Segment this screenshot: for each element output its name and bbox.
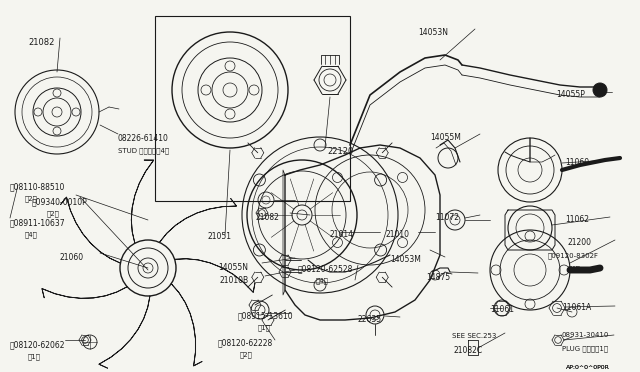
Text: （2）: （2） xyxy=(240,351,253,357)
Polygon shape xyxy=(131,160,154,243)
Text: 14053N: 14053N xyxy=(418,28,448,37)
Text: 21010: 21010 xyxy=(385,230,409,239)
Text: 11061: 11061 xyxy=(490,305,514,314)
Text: 21200: 21200 xyxy=(567,238,591,247)
Polygon shape xyxy=(61,197,120,263)
Text: 21082: 21082 xyxy=(28,38,54,47)
Text: （2）: （2） xyxy=(47,210,60,217)
Text: 21051: 21051 xyxy=(207,232,231,241)
Text: 08931-30410: 08931-30410 xyxy=(562,332,609,338)
Text: 11072: 11072 xyxy=(435,213,459,222)
Text: 22635: 22635 xyxy=(358,315,382,324)
Text: STUD スタッド（4）: STUD スタッド（4） xyxy=(118,147,169,154)
Text: 14875: 14875 xyxy=(426,273,450,282)
Text: 21082: 21082 xyxy=(255,213,279,222)
Text: 14053M: 14053M xyxy=(390,255,421,264)
Text: ⒲09120-8302F: ⒲09120-8302F xyxy=(548,252,599,259)
Polygon shape xyxy=(159,199,236,243)
Text: （1）: （1） xyxy=(28,353,41,360)
Text: ⒲08120-62228: ⒲08120-62228 xyxy=(218,338,273,347)
Text: 21082C: 21082C xyxy=(454,346,483,355)
Text: 22120: 22120 xyxy=(327,147,353,156)
Text: 14055M: 14055M xyxy=(430,133,461,142)
Text: PLUG プラグ（1）: PLUG プラグ（1） xyxy=(562,345,608,352)
Text: 21014: 21014 xyxy=(330,230,354,239)
Text: 11061A: 11061A xyxy=(562,303,591,312)
Text: Ⓠ08915-13610: Ⓠ08915-13610 xyxy=(238,311,294,320)
Text: Ⓥ09340-0010P: Ⓥ09340-0010P xyxy=(32,197,88,206)
Text: 11060: 11060 xyxy=(565,158,589,167)
Bar xyxy=(155,16,350,201)
Text: AP:0^0^0P0R: AP:0^0^0P0R xyxy=(566,365,610,370)
Text: （2）: （2） xyxy=(25,195,38,202)
Text: 11062: 11062 xyxy=(565,215,589,224)
Text: （1）: （1） xyxy=(258,324,271,331)
Text: ⓝ08911-10637: ⓝ08911-10637 xyxy=(10,218,66,227)
Text: （4）: （4） xyxy=(316,277,329,283)
Polygon shape xyxy=(172,284,202,366)
Circle shape xyxy=(593,83,607,97)
Text: AP:0^0^0P0R: AP:0^0^0P0R xyxy=(566,365,610,370)
Text: 14055N: 14055N xyxy=(218,263,248,272)
Polygon shape xyxy=(175,259,255,292)
Text: SEE SEC.253: SEE SEC.253 xyxy=(452,333,497,339)
Text: ⒲08120-62528: ⒲08120-62528 xyxy=(298,264,353,273)
Text: 14055P: 14055P xyxy=(556,90,585,99)
Text: ⒲08110-88510: ⒲08110-88510 xyxy=(10,182,65,191)
Text: ⒲08120-62062: ⒲08120-62062 xyxy=(10,340,65,349)
Text: 08226-61410: 08226-61410 xyxy=(118,134,169,143)
Text: 21010B: 21010B xyxy=(220,276,249,285)
Text: （4）: （4） xyxy=(25,231,38,238)
Polygon shape xyxy=(99,296,150,368)
Text: 21060: 21060 xyxy=(60,253,84,262)
Polygon shape xyxy=(42,287,127,298)
Text: （4）: （4） xyxy=(568,265,581,272)
